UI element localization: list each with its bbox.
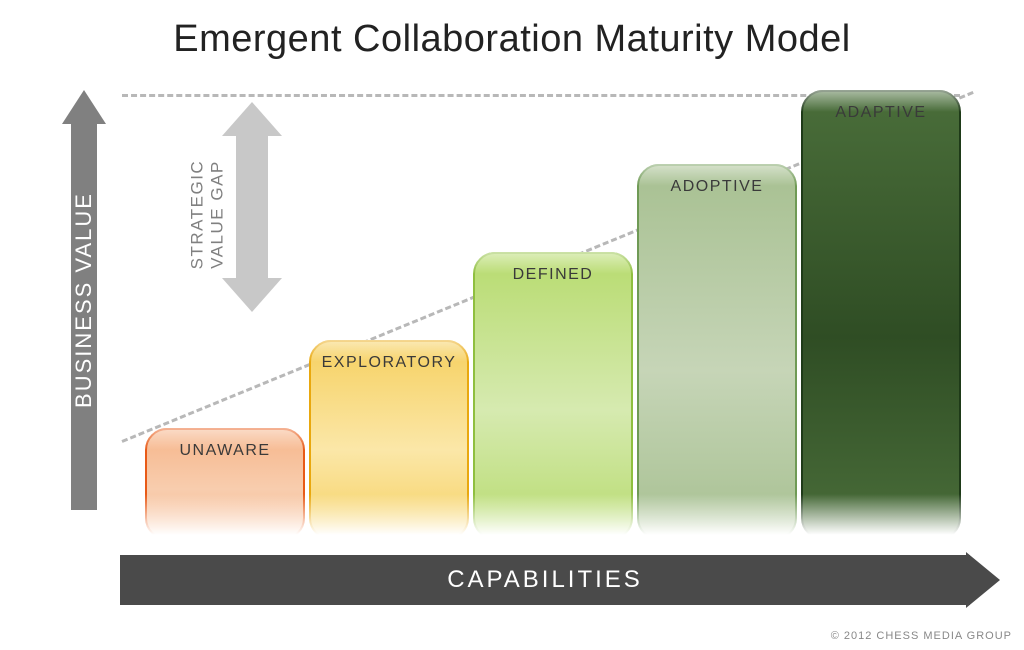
strategic-gap-arrow <box>222 102 282 312</box>
bar-bottom-fade <box>635 494 799 542</box>
y-axis-label-wrap: BUSINESS VALUE <box>62 90 106 510</box>
x-axis-label: CAPABILITIES <box>120 555 970 605</box>
strategic-gap-label: STRATEGIC VALUE GAP <box>187 150 226 280</box>
bar-bottom-fade <box>799 494 963 542</box>
x-axis-arrowhead <box>966 552 1000 608</box>
gap-label-line1: STRATEGIC <box>187 150 207 280</box>
bar-bottom-fade <box>471 494 635 542</box>
bar-label: UNAWARE <box>145 442 305 460</box>
bar-label: EXPLORATORY <box>309 354 469 372</box>
maturity-bar: UNAWARE <box>145 428 305 540</box>
maturity-bar: EXPLORATORY <box>309 340 469 540</box>
page-title: Emergent Collaboration Maturity Model <box>0 18 1024 61</box>
bar-shape <box>637 164 797 540</box>
bar-label: ADAPTIVE <box>801 104 961 122</box>
maturity-bar: ADAPTIVE <box>801 90 961 540</box>
maturity-bar: DEFINED <box>473 252 633 540</box>
gap-arrow-shaft <box>236 132 268 282</box>
gap-arrowhead-down <box>222 278 282 312</box>
bar-bottom-fade <box>143 494 307 542</box>
copyright-text: © 2012 CHESS MEDIA GROUP <box>831 630 1012 642</box>
maturity-bar: ADOPTIVE <box>637 164 797 540</box>
gap-arrowhead-up <box>222 102 282 136</box>
bar-label: DEFINED <box>473 266 633 284</box>
gap-label-line2: VALUE GAP <box>207 150 227 280</box>
bar-shape <box>801 90 961 540</box>
bar-bottom-fade <box>307 494 471 542</box>
y-axis-label: BUSINESS VALUE <box>71 192 97 408</box>
bar-label: ADOPTIVE <box>637 178 797 196</box>
